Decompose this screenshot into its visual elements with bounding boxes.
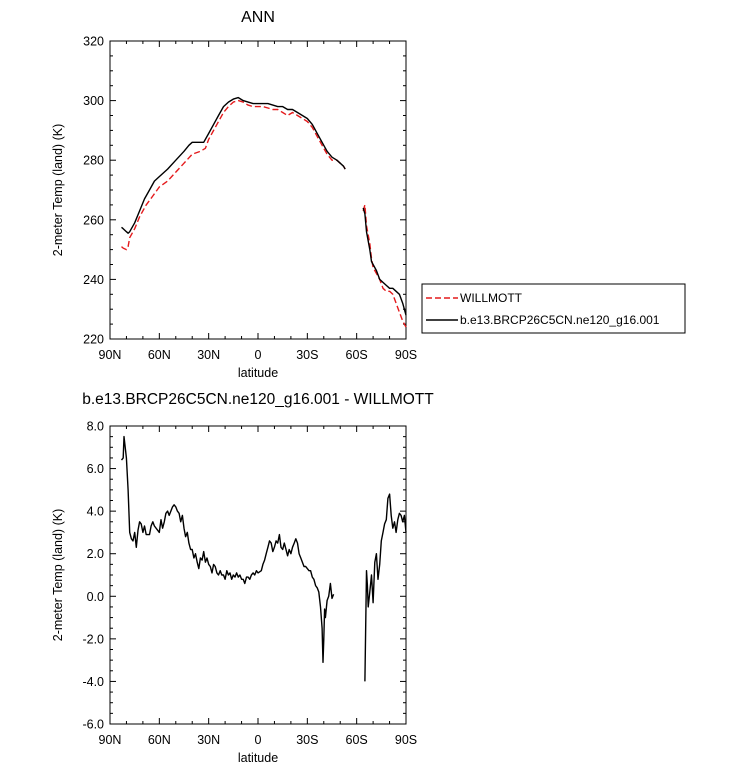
- x-tick-label: 60N: [148, 733, 171, 747]
- chart-title: ANN: [241, 9, 275, 26]
- x-tick-label: 30S: [296, 348, 318, 362]
- x-tick-label: 90N: [99, 733, 122, 747]
- y-tick-label: -6.0: [82, 718, 104, 732]
- x-tick-label: 30S: [296, 733, 318, 747]
- y-tick-label: -2.0: [82, 632, 104, 646]
- y-tick-label: 0.0: [87, 590, 104, 604]
- series-line-willmott: [362, 204, 407, 328]
- annual-temperature-panel: ANN 90N 60N 30N 0 30S 60S 90S 220 240 260 280 300 320…: [51, 9, 417, 380]
- x-tick-label: 0: [255, 348, 262, 362]
- y-tick-label: 220: [83, 333, 104, 347]
- y-tick-label: 280: [83, 154, 104, 168]
- y-tick-label: 300: [83, 94, 104, 108]
- y-tick-label: 260: [83, 213, 104, 227]
- x-tick-label: 30N: [197, 348, 220, 362]
- y-tick-label: 240: [83, 273, 104, 287]
- legend-entry: WILLMOTT: [460, 291, 523, 305]
- x-tick-label: 60N: [148, 348, 171, 362]
- series-line-b-e13-brcp26c5cn-ne120-g16-001: [121, 96, 346, 234]
- chart-title: b.e13.BRCP26C5CN.ne120_g16.001 - WILLMOT…: [82, 391, 434, 408]
- legend-entry: b.e13.BRCP26C5CN.ne120_g16.001: [460, 313, 660, 327]
- y-tick-label: -4.0: [82, 675, 104, 689]
- y-tick-label: 320: [83, 35, 104, 49]
- x-tick-label: 90N: [99, 348, 122, 362]
- x-axis-label: latitude: [238, 751, 278, 765]
- x-tick-label: 60S: [346, 348, 368, 362]
- y-tick-label: 4.0: [87, 505, 104, 519]
- legend: WILLMOTT b.e13.BRCP26C5CN.ne120_g16.001: [421, 283, 686, 334]
- x-tick-label: 90S: [395, 733, 417, 747]
- x-tick-label: 90S: [395, 348, 417, 362]
- series-line-b-e13-brcp26c5cn-ne120-g16-001: [362, 207, 407, 316]
- series-line-difference: [364, 493, 407, 682]
- x-tick-label: 60S: [346, 733, 368, 747]
- legend-box: [421, 283, 686, 334]
- series-line-willmott: [121, 99, 346, 251]
- y-tick-label: 6.0: [87, 462, 104, 476]
- plot-frame: [109, 425, 407, 725]
- difference-panel: b.e13.BRCP26C5CN.ne120_g16.001 - WILLMOT…: [51, 391, 434, 765]
- y-tick-label: 8.0: [87, 420, 104, 434]
- y-tick-label: 2.0: [87, 547, 104, 561]
- x-tick-label: 30N: [197, 733, 220, 747]
- y-axis-label: 2-meter Temp (land) (K): [51, 509, 65, 641]
- x-axis-label: latitude: [238, 366, 278, 380]
- x-tick-label: 0: [255, 733, 262, 747]
- y-axis-label: 2-meter Temp (land) (K): [51, 124, 65, 256]
- series-line-difference: [120, 435, 335, 663]
- plot-frame: [109, 40, 407, 340]
